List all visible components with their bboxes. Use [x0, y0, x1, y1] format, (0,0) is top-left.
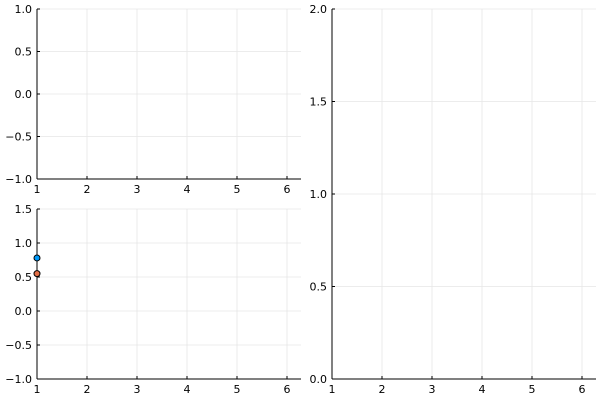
y-tick-label: 1.5	[310, 96, 328, 109]
data-point-series-1	[33, 254, 41, 262]
y-tick-label: −1.0	[5, 173, 32, 186]
y-tick-label: −0.5	[5, 339, 32, 352]
y-tick-label: 1.0	[310, 188, 328, 201]
y-tick-label: 1.0	[15, 3, 33, 16]
x-tick-label: 1	[34, 183, 41, 196]
x-tick-label: 3	[134, 183, 141, 196]
x-tick-label: 4	[184, 183, 191, 196]
y-tick-label: 0.0	[15, 88, 33, 101]
subplot-3: 1 2 3 4 5 6 0.0 0.5 1.0 1.5 2.0	[310, 3, 596, 396]
y-tick-label: 1.0	[15, 237, 33, 250]
y-tick-label: 1.5	[15, 203, 33, 216]
x-tick-label: 6	[579, 383, 586, 396]
y-tick-label: 0.5	[15, 271, 33, 284]
subplot-1: 1 2 3 4 5 6 −1.0 −0.5 0.0 0.5 1.0	[5, 3, 301, 196]
y-tick-label: 0.5	[310, 281, 328, 294]
y-tick-label: −0.5	[5, 131, 32, 144]
x-tick-label: 4	[184, 383, 191, 396]
x-tick-label: 5	[234, 183, 241, 196]
x-tick-label: 3	[134, 383, 141, 396]
y-tick-label: −1.0	[5, 373, 32, 386]
data-point-series-2	[33, 270, 41, 278]
y-tick-label: 0.5	[15, 46, 33, 59]
x-tick-label: 1	[34, 383, 41, 396]
x-tick-label: 2	[84, 383, 91, 396]
x-tick-label: 4	[479, 383, 486, 396]
subplot-2: 1 2 3 4 5 6 −1.0 −0.5 0.0 0.5 1.0 1.5	[5, 203, 301, 396]
y-tick-label: 0.0	[15, 305, 33, 318]
x-tick-label: 2	[84, 183, 91, 196]
x-tick-label: 1	[329, 383, 336, 396]
x-tick-label: 2	[379, 383, 386, 396]
y-tick-label: 2.0	[310, 3, 328, 16]
x-tick-label: 5	[529, 383, 536, 396]
x-tick-label: 3	[429, 383, 436, 396]
x-tick-label: 6	[284, 383, 291, 396]
x-tick-label: 6	[284, 183, 291, 196]
x-tick-label: 5	[234, 383, 241, 396]
y-tick-label: 0.0	[310, 373, 328, 386]
